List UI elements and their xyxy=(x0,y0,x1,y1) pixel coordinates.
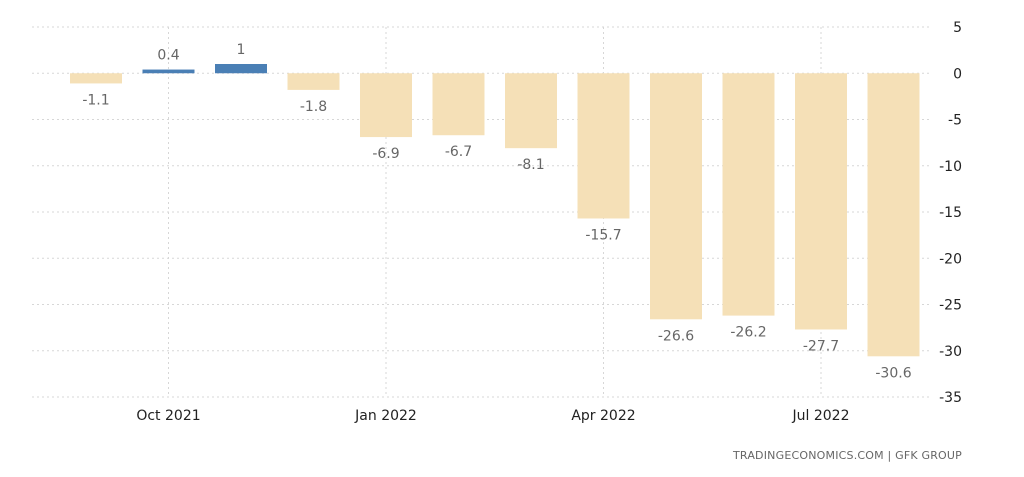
bar xyxy=(432,73,485,136)
x-tick-label: Apr 2022 xyxy=(571,408,635,424)
data-label: -27.7 xyxy=(803,338,839,354)
x-tick-label: Oct 2021 xyxy=(136,408,200,424)
data-label: -6.7 xyxy=(445,144,472,160)
data-label: -15.7 xyxy=(585,227,621,243)
x-tick-label: Jan 2022 xyxy=(354,408,417,424)
data-label: -1.8 xyxy=(300,99,327,115)
data-labels: -1.1 0.4 1 -1.8 -6.9 -6.7 -8.1 -15.7 -26.6 -26.2 -… xyxy=(82,42,911,381)
x-tick-label: Jul 2022 xyxy=(792,408,850,424)
data-label: 0.4 xyxy=(157,48,179,64)
bar xyxy=(505,73,557,149)
y-tick-label: -35 xyxy=(939,390,962,406)
data-label: -6.9 xyxy=(372,146,399,162)
data-label: -8.1 xyxy=(517,157,544,173)
data-label: -1.1 xyxy=(82,92,109,108)
bar xyxy=(215,64,267,74)
y-tick-label: -15 xyxy=(939,205,962,221)
y-axis-ticks: 5 0 -5 -10 -15 -20 -25 -30 -35 xyxy=(939,20,962,406)
data-label: -26.2 xyxy=(730,325,766,341)
y-tick-label: 5 xyxy=(953,20,962,36)
bar xyxy=(795,73,847,330)
y-tick-label: -30 xyxy=(939,344,962,360)
bar xyxy=(867,73,920,357)
bar xyxy=(142,69,195,74)
x-axis-ticks: Oct 2021 Jan 2022 Apr 2022 Jul 2022 xyxy=(136,408,849,424)
data-label: -30.6 xyxy=(875,365,911,381)
bar xyxy=(722,73,775,316)
y-tick-label: -20 xyxy=(939,251,962,267)
y-tick-label: -5 xyxy=(948,113,962,129)
bar xyxy=(577,73,630,219)
bar xyxy=(70,73,122,84)
bar-series xyxy=(70,64,920,357)
data-label: -26.6 xyxy=(658,328,694,344)
y-tick-label: -25 xyxy=(939,298,962,314)
bar xyxy=(360,73,412,138)
data-label: 1 xyxy=(237,42,246,58)
y-tick-label: 0 xyxy=(953,66,962,82)
y-tick-label: -10 xyxy=(939,159,962,175)
bar xyxy=(287,73,340,90)
source-credit: TRADINGECONOMICS.COM | GFK GROUP xyxy=(733,449,962,462)
bar xyxy=(650,73,702,320)
